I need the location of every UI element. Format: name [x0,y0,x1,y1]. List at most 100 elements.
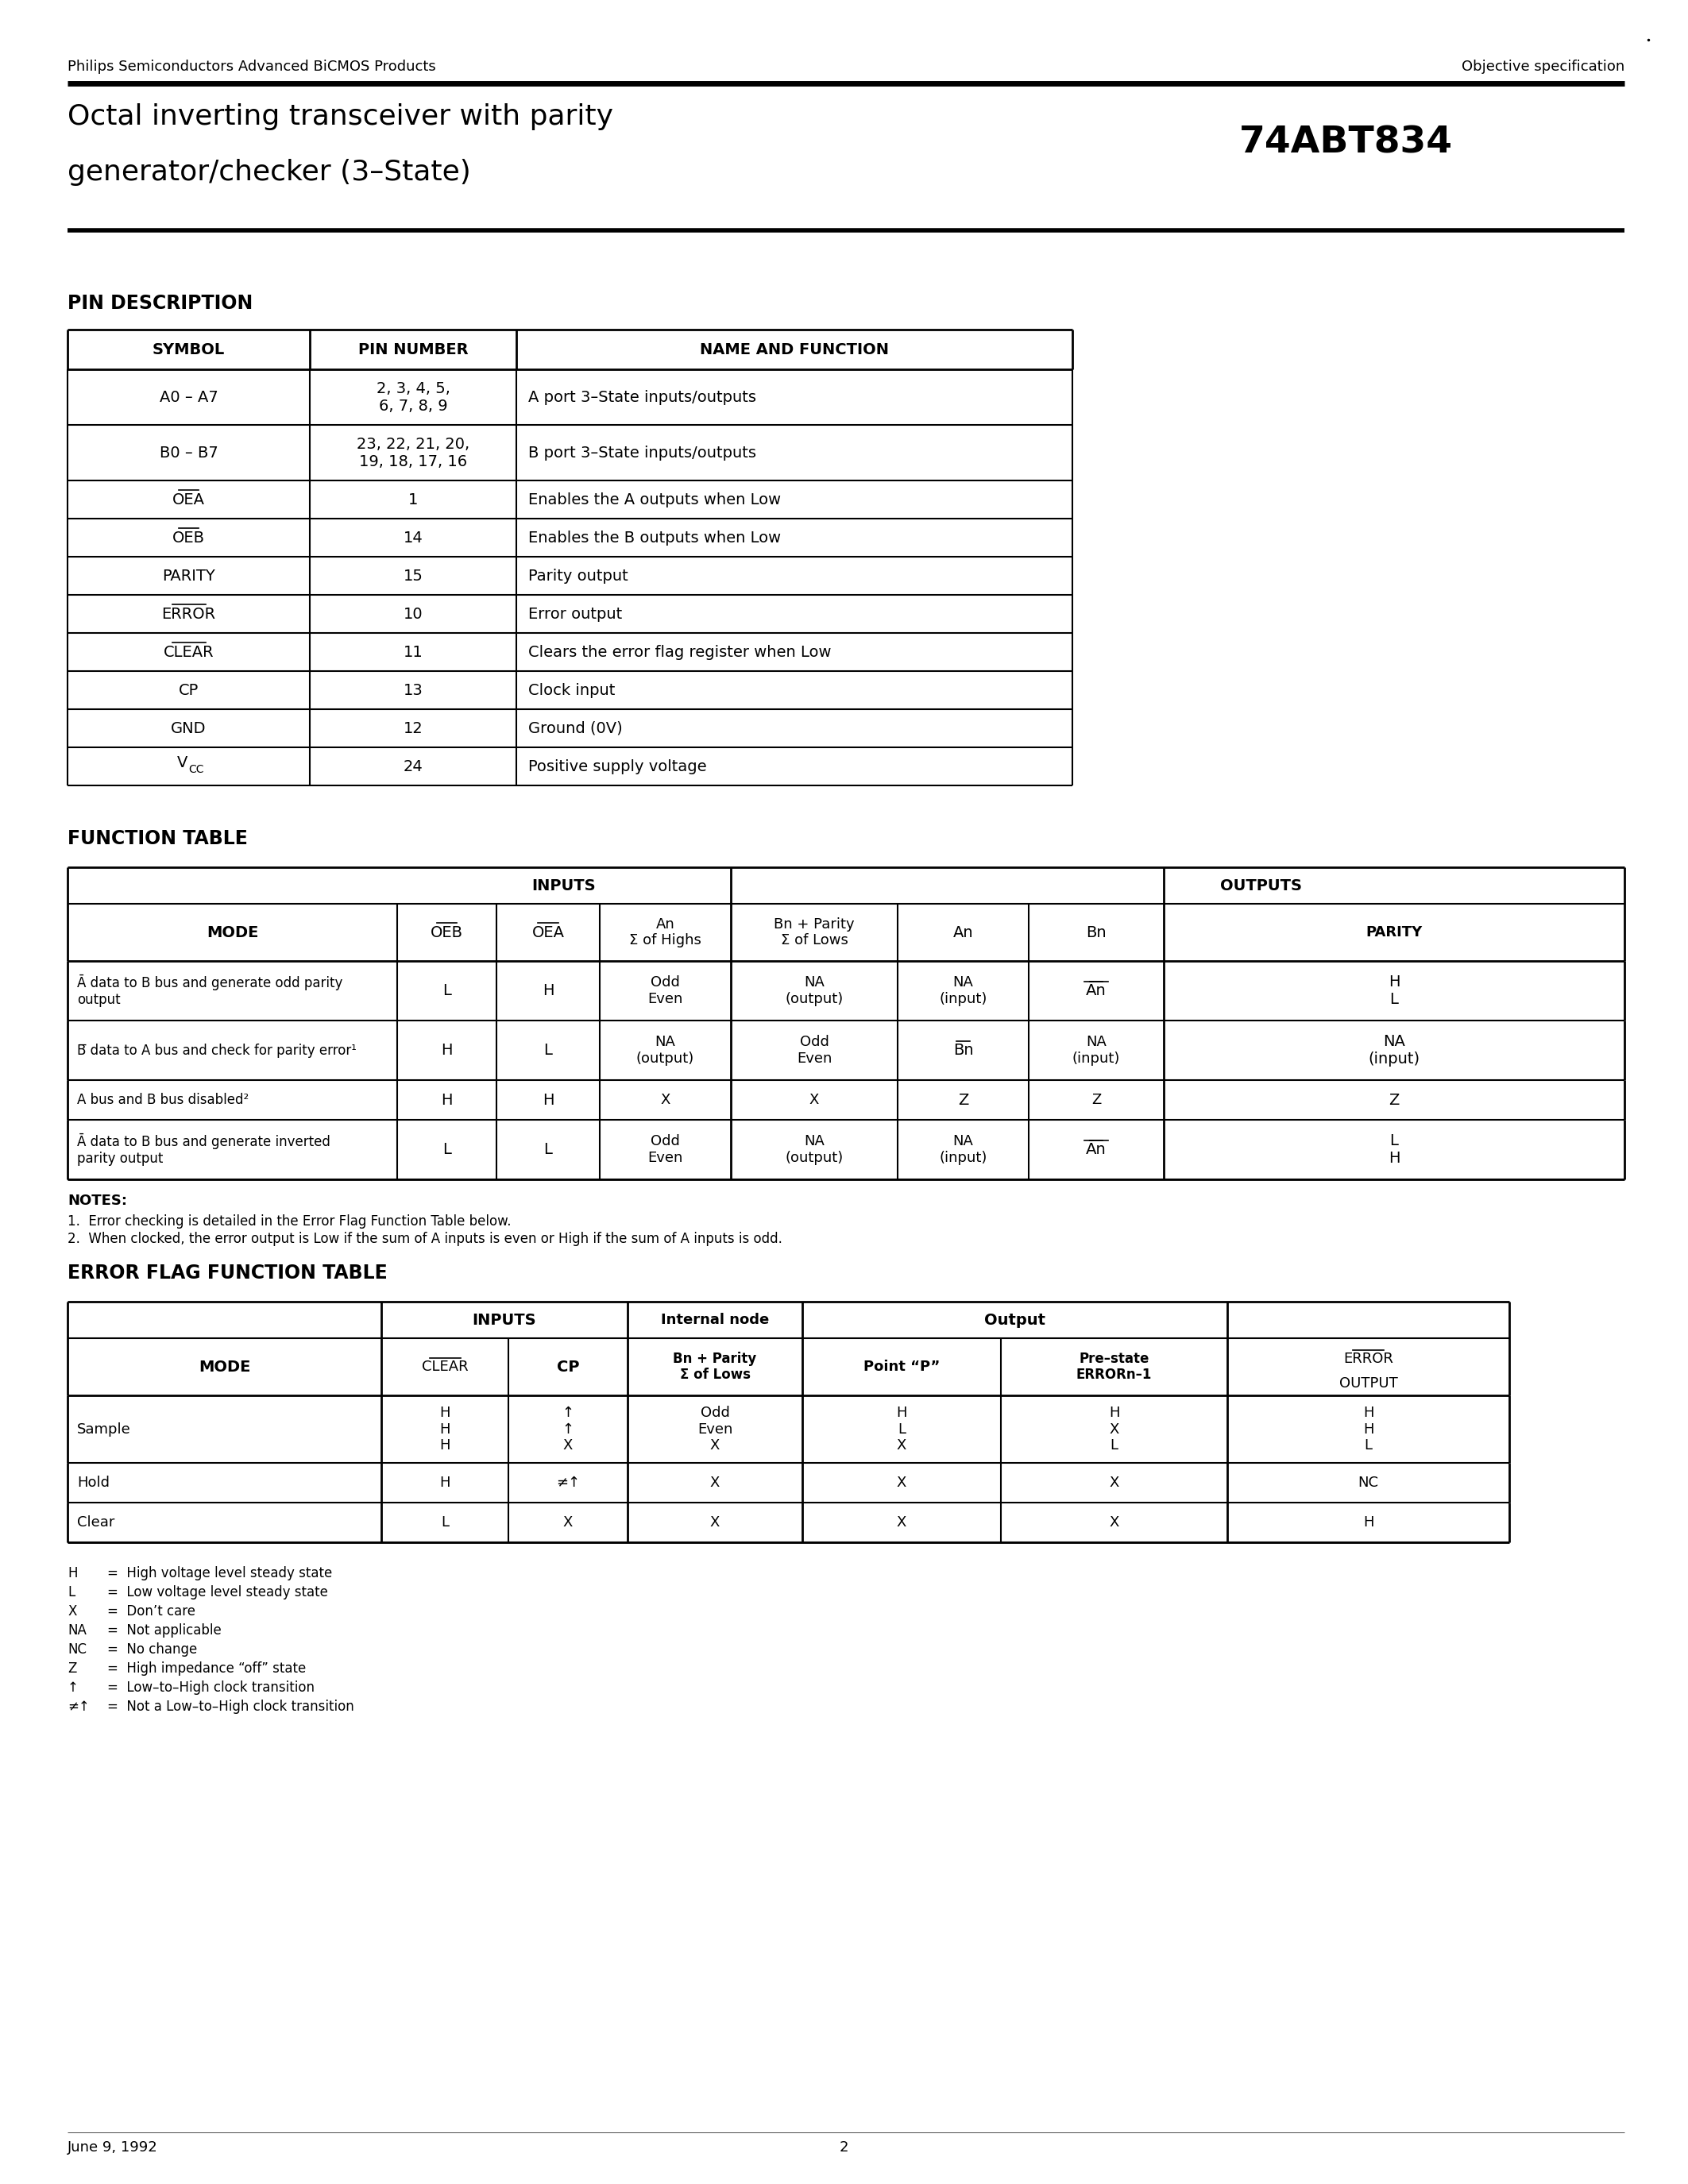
Text: GND: GND [170,721,206,736]
Text: Ān: Ān [1085,1142,1106,1158]
Text: ERROR: ERROR [162,607,216,622]
Text: H: H [68,1566,78,1581]
Text: Ān: Ān [1085,983,1106,998]
Text: generator/checker (3–State): generator/checker (3–State) [68,159,471,186]
Text: Ā data to B bus and generate inverted
parity output: Ā data to B bus and generate inverted pa… [78,1133,331,1166]
Text: NA
(output): NA (output) [785,1133,844,1164]
Text: OUTPUT: OUTPUT [1339,1376,1398,1391]
Text: 15: 15 [403,568,424,583]
Text: ERROR FLAG FUNCTION TABLE: ERROR FLAG FUNCTION TABLE [68,1265,388,1282]
Text: Z: Z [1092,1092,1101,1107]
Text: NAME AND FUNCTION: NAME AND FUNCTION [701,343,890,356]
Text: NA: NA [68,1623,86,1638]
Text: H: H [542,1092,554,1107]
Text: H: H [1362,1516,1374,1529]
Text: X: X [1109,1516,1119,1529]
Text: A port 3–State inputs/outputs: A port 3–State inputs/outputs [528,389,756,404]
Text: 12: 12 [403,721,424,736]
Text: X: X [809,1092,819,1107]
Text: CP: CP [557,1358,579,1374]
Text: Pre–state
ERRORn–1: Pre–state ERRORn–1 [1077,1352,1151,1382]
Text: NA
(input): NA (input) [1072,1035,1121,1066]
Text: 14: 14 [403,531,424,546]
Text: X: X [711,1516,719,1529]
Text: Octal inverting transceiver with parity: Octal inverting transceiver with parity [68,103,613,131]
Text: Odd
Even: Odd Even [797,1035,832,1066]
Text: Ground (0V): Ground (0V) [528,721,623,736]
Text: =  Low voltage level steady state: = Low voltage level steady state [108,1586,327,1599]
Text: H: H [441,1042,452,1057]
Text: NA
(output): NA (output) [785,976,844,1007]
Text: L
H: L H [1388,1133,1399,1166]
Text: Positive supply voltage: Positive supply voltage [528,758,707,773]
Text: X: X [660,1092,670,1107]
Text: V: V [177,756,187,771]
Text: Enables the B outputs when Low: Enables the B outputs when Low [528,531,782,546]
Text: 74ABT834: 74ABT834 [1239,124,1453,162]
Text: B̅ data to A bus and check for parity error¹: B̅ data to A bus and check for parity er… [78,1044,356,1057]
Text: OEB: OEB [430,924,463,939]
Text: FUNCTION TABLE: FUNCTION TABLE [68,830,248,847]
Text: Z: Z [68,1662,76,1675]
Text: OEA: OEA [532,924,564,939]
Text: B0 – B7: B0 – B7 [159,446,218,461]
Text: 13: 13 [403,684,424,697]
Text: B port 3–State inputs/outputs: B port 3–State inputs/outputs [528,446,756,461]
Text: ↑: ↑ [68,1679,79,1695]
Text: CP: CP [179,684,199,697]
Text: H: H [542,983,554,998]
Text: SYMBOL: SYMBOL [152,343,225,356]
Text: 2: 2 [839,2140,849,2156]
Text: X: X [68,1605,76,1618]
Text: ↑
↑
X: ↑ ↑ X [562,1406,574,1452]
Text: Enables the A outputs when Low: Enables the A outputs when Low [528,491,782,507]
Text: H
L: H L [1388,974,1399,1007]
Text: =  Low–to–High clock transition: = Low–to–High clock transition [108,1679,314,1695]
Text: H
L
X: H L X [896,1406,906,1452]
Text: L: L [544,1142,552,1158]
Text: OEA: OEA [172,491,204,507]
Text: =  Not a Low–to–High clock transition: = Not a Low–to–High clock transition [108,1699,354,1714]
Text: Hold: Hold [78,1476,110,1489]
Text: A bus and B bus disabled²: A bus and B bus disabled² [78,1092,248,1107]
Text: Bn: Bn [1085,924,1106,939]
Text: Output: Output [984,1313,1045,1328]
Text: L: L [442,1142,451,1158]
Text: =  No change: = No change [108,1642,197,1658]
Text: CLEAR: CLEAR [164,644,214,660]
Text: 1.  Error checking is detailed in the Error Flag Function Table below.: 1. Error checking is detailed in the Err… [68,1214,511,1230]
Text: An: An [954,924,974,939]
Text: 23, 22, 21, 20,
19, 18, 17, 16: 23, 22, 21, 20, 19, 18, 17, 16 [356,437,469,470]
Text: PARITY: PARITY [1366,926,1423,939]
Text: June 9, 1992: June 9, 1992 [68,2140,159,2156]
Text: X: X [564,1516,572,1529]
Text: =  High impedance “off” state: = High impedance “off” state [108,1662,306,1675]
Text: =  High voltage level steady state: = High voltage level steady state [108,1566,333,1581]
Text: Ā data to B bus and generate odd parity
output: Ā data to B bus and generate odd parity … [78,974,343,1007]
Text: Clears the error flag register when Low: Clears the error flag register when Low [528,644,830,660]
Text: NA
(input): NA (input) [1369,1033,1420,1066]
Text: =  Not applicable: = Not applicable [108,1623,221,1638]
Text: Bn + Parity
Σ of Lows: Bn + Parity Σ of Lows [674,1352,756,1382]
Text: An
Σ of Highs: An Σ of Highs [630,917,702,948]
Text: H
H
L: H H L [1362,1406,1374,1452]
Text: Internal node: Internal node [660,1313,770,1328]
Text: 1: 1 [408,491,419,507]
Text: MODE: MODE [206,924,258,939]
Text: Odd
Even
X: Odd Even X [697,1406,733,1452]
Text: 2, 3, 4, 5,
6, 7, 8, 9: 2, 3, 4, 5, 6, 7, 8, 9 [376,380,451,413]
Text: NC: NC [68,1642,86,1658]
Text: 24: 24 [403,758,424,773]
Text: ≠↑: ≠↑ [68,1699,89,1714]
Text: X: X [711,1476,719,1489]
Text: 2.  When clocked, the error output is Low if the sum of A inputs is even or High: 2. When clocked, the error output is Low… [68,1232,782,1247]
Text: 11: 11 [403,644,424,660]
Text: PIN NUMBER: PIN NUMBER [358,343,468,356]
Text: Objective specification: Objective specification [1462,59,1624,74]
Text: H
X
L: H X L [1109,1406,1119,1452]
Text: Parity output: Parity output [528,568,628,583]
Text: Z: Z [1389,1092,1399,1107]
Text: H
H
H: H H H [439,1406,451,1452]
Text: OEB: OEB [172,531,204,546]
Text: PARITY: PARITY [162,568,214,583]
